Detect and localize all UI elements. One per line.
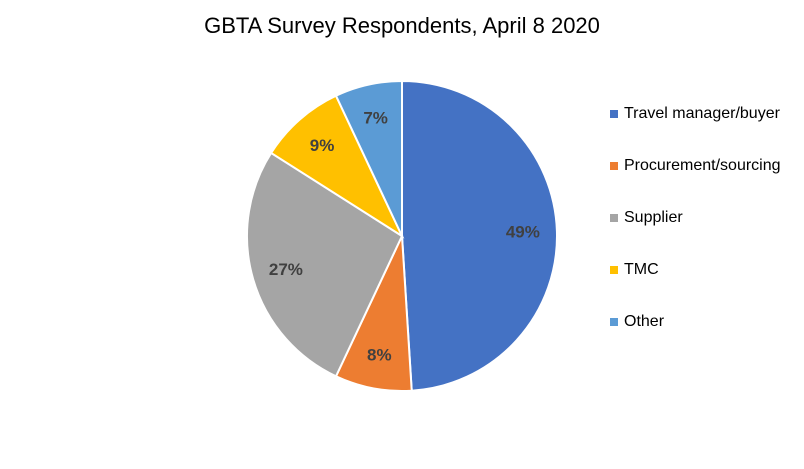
legend-item-tmc: TMC [610, 257, 659, 283]
legend-swatch [610, 318, 618, 326]
legend-swatch [610, 162, 618, 170]
legend-item-supplier: Supplier [610, 205, 683, 231]
legend-item-procurement-sourcing: Procurement/sourcing [610, 153, 781, 179]
data-label-travel-manager-buyer: 49% [506, 223, 540, 242]
pie-slice-supplier [246, 151, 404, 378]
pie-slice-other [334, 79, 403, 237]
legend-swatch [610, 110, 618, 118]
legend-label: Procurement/sourcing [624, 157, 781, 174]
legend-swatch [610, 266, 618, 274]
data-label-supplier: 27% [269, 260, 303, 279]
pie-slices [246, 79, 558, 392]
legend-label: Other [624, 313, 665, 330]
legend-label: Supplier [624, 209, 683, 226]
data-label-other: 7% [363, 109, 388, 128]
pie-data-labels: 49% 8% 27% 9% 7% [269, 109, 540, 365]
legend-swatch [610, 214, 618, 222]
pie-slice-tmc [269, 94, 405, 239]
pie-slice-travel-manager-buyer [401, 79, 558, 392]
data-label-tmc: 9% [310, 136, 335, 155]
legend-item-travel-manager-buyer: Travel manager/buyer [610, 101, 780, 127]
chart-title: GBTA Survey Respondents, April 8 2020 [204, 13, 600, 38]
legend-label: TMC [624, 261, 659, 278]
legend-label: Travel manager/buyer [624, 105, 780, 122]
data-label-procurement-sourcing: 8% [367, 345, 392, 364]
legend-item-other: Other [610, 309, 664, 335]
